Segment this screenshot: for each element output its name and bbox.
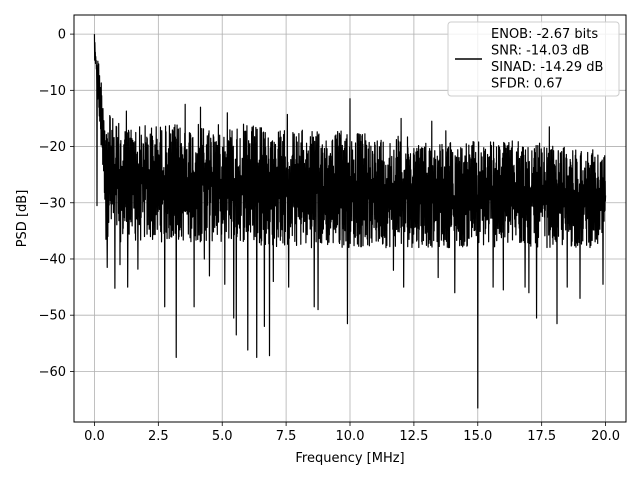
legend-sinad: SINAD: -14.29 dB	[491, 60, 603, 75]
x-tick-label-2: 5.0	[212, 429, 233, 444]
y-tick-label-4: −40	[39, 252, 66, 267]
legend-box	[447, 21, 620, 97]
legend-snr: SNR: -14.03 dB	[491, 44, 589, 59]
legend: ENOB: -2.67 bits SNR: -14.03 dB SINAD: -…	[447, 21, 620, 97]
x-tick-label-3: 7.5	[276, 429, 297, 444]
x-axis-ticks: 0.0 2.5 5.0 7.5 10.0 12.5 15.0 17.5 20.0	[84, 422, 620, 444]
y-tick-label-6: −60	[39, 365, 66, 380]
x-tick-label-7: 17.5	[527, 429, 556, 444]
x-tick-label-0: 0.0	[84, 429, 105, 444]
x-tick-label-4: 10.0	[336, 429, 365, 444]
y-tick-label-2: −20	[39, 140, 66, 155]
legend-sfdr: SFDR: 0.67	[491, 77, 563, 92]
x-tick-label-8: 20.0	[591, 429, 620, 444]
y-axis-ticks: 0 −10 −20 −30 −40 −50 −60	[39, 28, 74, 380]
y-tick-label-1: −10	[39, 84, 66, 99]
legend-enob: ENOB: -2.67 bits	[491, 27, 598, 42]
x-tick-label-5: 12.5	[399, 429, 428, 444]
x-tick-label-1: 2.5	[148, 429, 169, 444]
psd-series	[93, 34, 607, 409]
y-axis-label: PSD [dB]	[15, 190, 30, 248]
y-tick-label-0: 0	[58, 28, 66, 43]
y-tick-label-5: −50	[39, 309, 66, 324]
x-axis-label: Frequency [MHz]	[295, 451, 404, 466]
psd-line	[93, 34, 607, 409]
x-tick-label-6: 15.0	[463, 429, 492, 444]
y-tick-label-3: −30	[39, 196, 66, 211]
